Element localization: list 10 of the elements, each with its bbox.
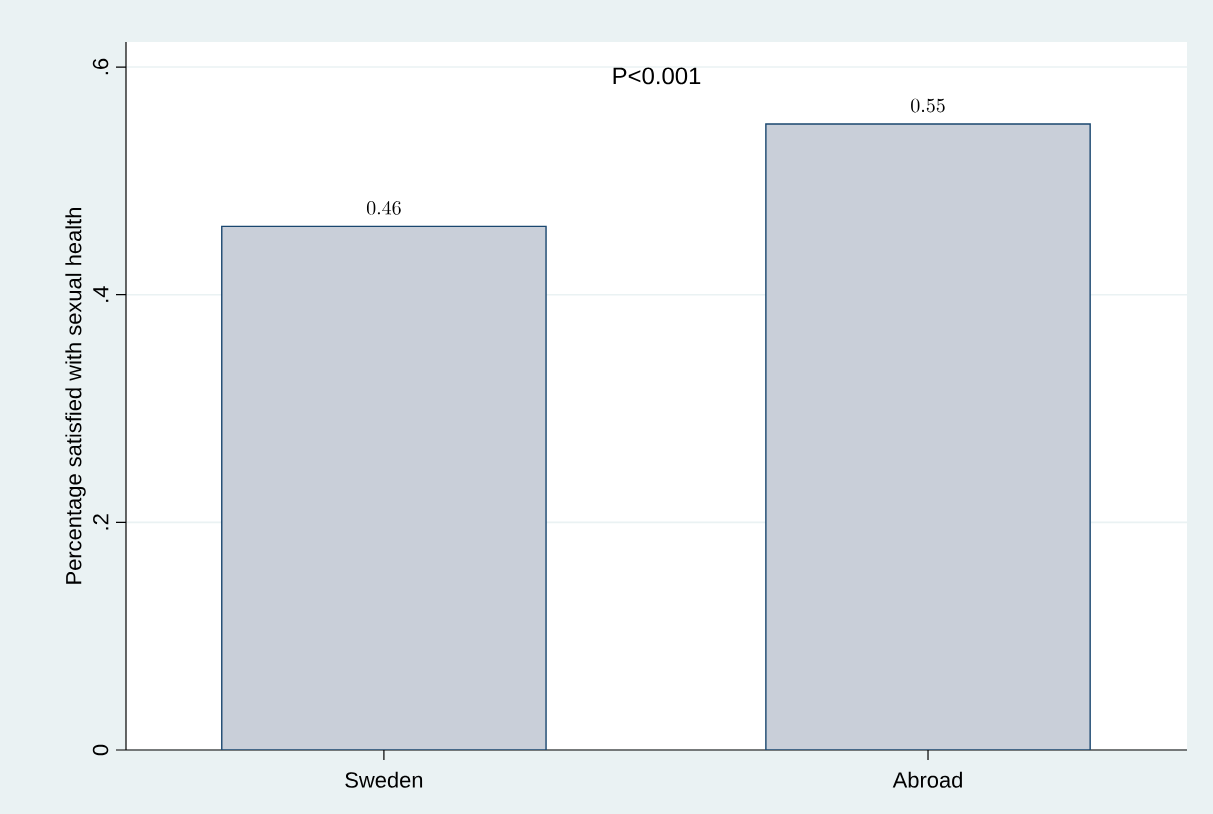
- y-tick-label: .6: [92, 58, 109, 75]
- data-label: 0.46: [366, 200, 401, 215]
- x-tick-label: Sweden: [345, 771, 423, 788]
- y-axis-title: Percentage satisfied with sexual health: [65, 208, 86, 584]
- data-label: 0.55: [911, 98, 945, 113]
- y-tick-label: .2: [93, 514, 109, 530]
- x-tick-label: Abroad: [892, 771, 962, 788]
- y-tick-label: 0: [92, 744, 109, 756]
- y-tick-label: .4: [93, 286, 109, 302]
- annotation: P<0.001: [613, 67, 701, 85]
